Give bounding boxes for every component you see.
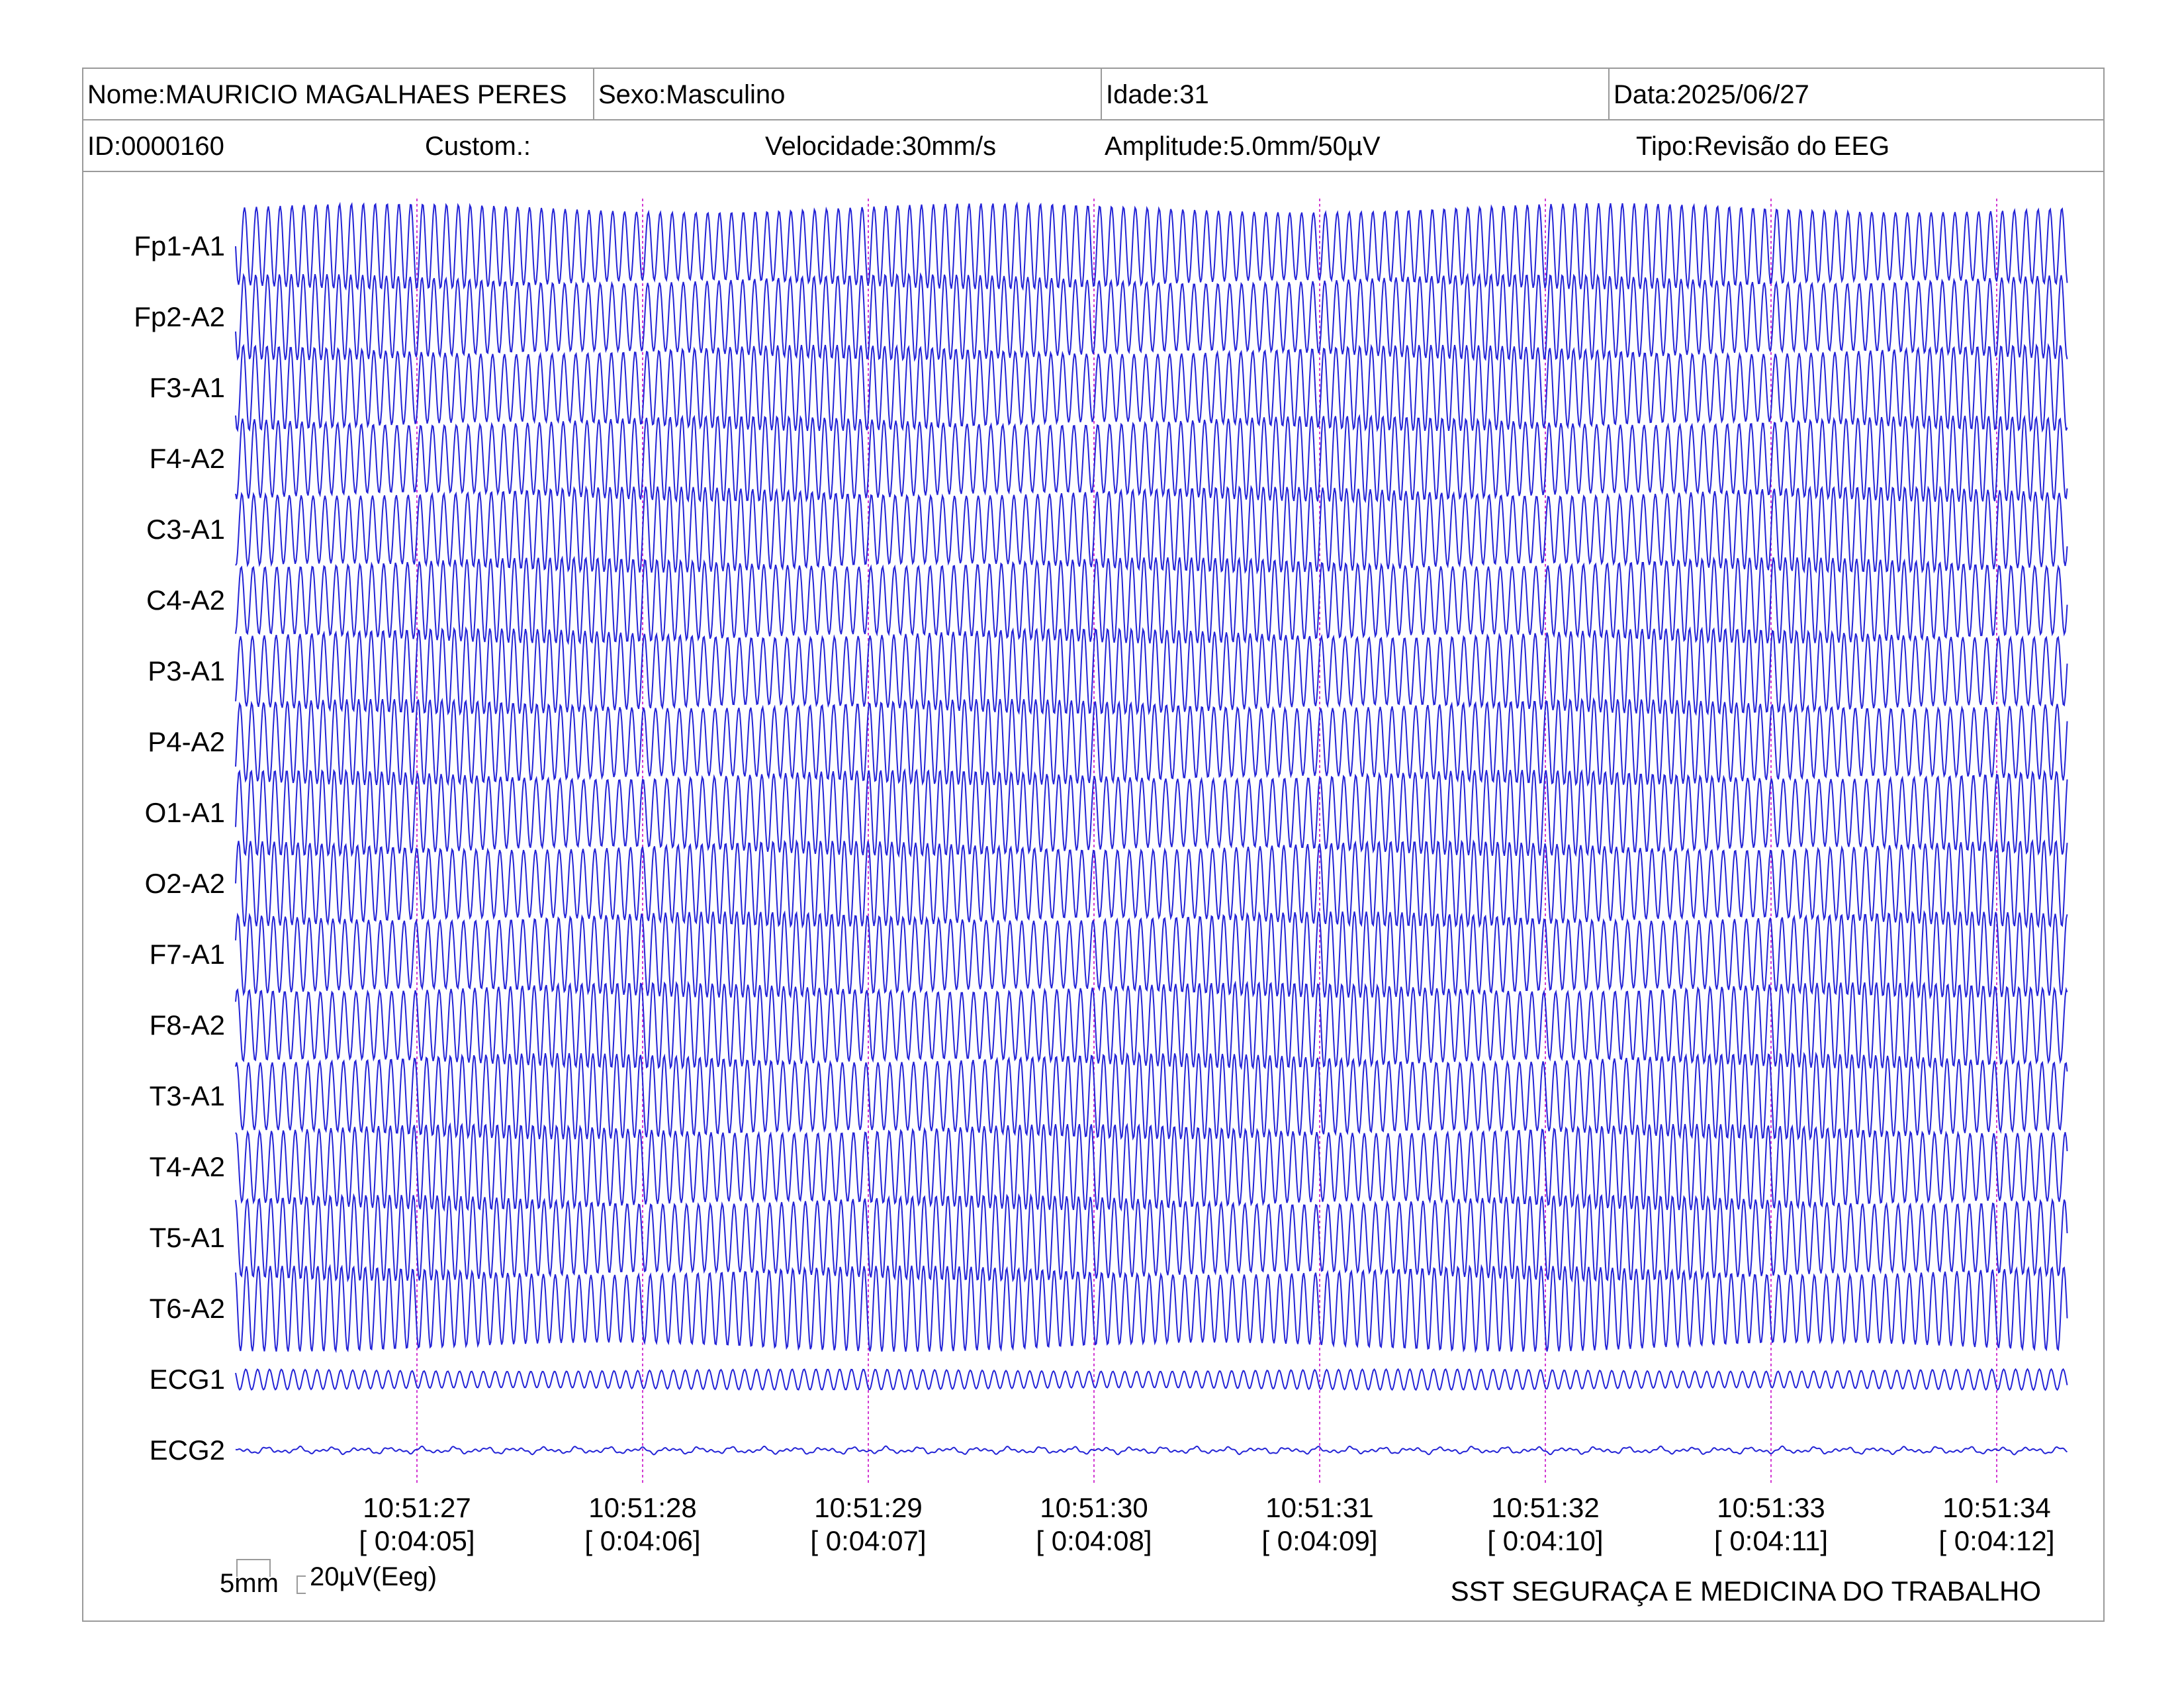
time-tick-elapsed: [ 0:04:05] (359, 1525, 475, 1556)
channel-label: F3-A1 (150, 372, 225, 403)
time-tick-clock: 10:51:33 (1717, 1492, 1825, 1523)
channel-label: ECG1 (150, 1364, 225, 1395)
report-frame: Nome:MAURICIO MAGALHAES PERES Sexo:Mascu… (82, 68, 2105, 1622)
channel-trace (235, 414, 2068, 504)
amplitude-scale-label: 20µV(Eeg) (310, 1562, 437, 1591)
time-scale-bracket (218, 1557, 271, 1587)
patient-age: Idade:31 (1101, 69, 1608, 119)
time-tick-elapsed: [ 0:04:07] (810, 1525, 926, 1556)
channel-label: F4-A2 (150, 443, 225, 474)
time-tick-clock: 10:51:28 (588, 1492, 697, 1523)
speed-setting: Velocidade:30mm/s (765, 132, 997, 161)
patient-name: Nome:MAURICIO MAGALHAES PERES (87, 80, 567, 109)
time-tick-elapsed: [ 0:04:09] (1261, 1525, 1377, 1556)
channel-trace (235, 1193, 2068, 1283)
channel-trace (235, 768, 2068, 858)
exam-type: Tipo:Revisão do EEG (1636, 132, 1890, 161)
channel-label: P4-A2 (148, 726, 225, 757)
channel-label: T6-A2 (150, 1293, 225, 1324)
channel-label: ECG2 (150, 1434, 225, 1466)
channel-label: F7-A1 (150, 939, 225, 970)
patient-id: ID:0000160 (87, 132, 224, 161)
channel-label: O2-A2 (145, 868, 225, 899)
time-tick-clock: 10:51:29 (814, 1492, 923, 1523)
amplitude-scale-bracket (296, 1575, 306, 1594)
time-tick-elapsed: [ 0:04:11] (1714, 1525, 1828, 1556)
company-footer: SST SEGURAÇA E MEDICINA DO TRABALHO (1450, 1575, 2041, 1607)
channel-label: Fp1-A1 (134, 230, 225, 261)
time-tick-elapsed: [ 0:04:10] (1487, 1525, 1603, 1556)
time-tick-clock: 10:51:31 (1265, 1492, 1374, 1523)
channel-trace (235, 910, 2068, 1000)
header-row-1: Nome:MAURICIO MAGALHAES PERES Sexo:Mascu… (83, 69, 2103, 120)
channel-label: O1-A1 (145, 797, 225, 828)
channel-trace (235, 1445, 2068, 1456)
header-row-2: ID:0000160 Custom.: Velocidade:30mm/s Am… (83, 120, 2103, 172)
channel-label: T4-A2 (150, 1151, 225, 1182)
channel-label: P3-A1 (148, 655, 225, 686)
channel-label: T5-A1 (150, 1222, 225, 1253)
time-tick-elapsed: [ 0:04:06] (584, 1525, 700, 1556)
time-tick-elapsed: [ 0:04:08] (1036, 1525, 1152, 1556)
time-tick-clock: 10:51:27 (363, 1492, 471, 1523)
channel-trace (235, 555, 2068, 645)
channel-trace (235, 697, 2068, 787)
channel-label: C4-A2 (146, 585, 225, 616)
channel-label: T3-A1 (150, 1080, 225, 1111)
channel-trace (235, 343, 2068, 433)
custom-field: Custom.: (425, 132, 531, 161)
channel-trace (235, 626, 2068, 716)
channel-trace (235, 980, 2068, 1070)
time-tick-clock: 10:51:34 (1942, 1492, 2051, 1523)
channel-label: C3-A1 (146, 514, 225, 545)
exam-date: Data:2025/06/27 (1608, 69, 2105, 119)
time-tick-clock: 10:51:32 (1491, 1492, 1600, 1523)
time-tick-clock: 10:51:30 (1040, 1492, 1148, 1523)
channel-trace (235, 201, 2068, 291)
channel-label: F8-A2 (150, 1009, 225, 1041)
channel-trace (235, 272, 2068, 362)
channel-trace (235, 1264, 2068, 1354)
time-tick-elapsed: [ 0:04:12] (1938, 1525, 2054, 1556)
channel-trace (235, 485, 2068, 575)
channel-trace (235, 1051, 2068, 1141)
channel-trace (235, 1368, 2068, 1391)
time-scale-label: 5mm (220, 1569, 279, 1598)
patient-sex: Sexo:Masculino (593, 69, 1101, 119)
amplitude-setting: Amplitude:5.0mm/50µV (1105, 132, 1381, 161)
channel-trace (235, 839, 2068, 929)
channel-label: Fp2-A2 (134, 301, 225, 332)
channel-trace (235, 1122, 2068, 1212)
